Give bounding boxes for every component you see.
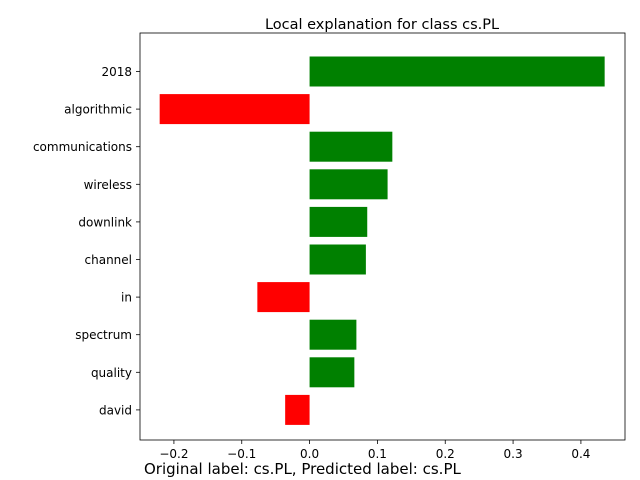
bar-downlink [309, 206, 368, 237]
y-tick-label-downlink: downlink [78, 215, 132, 229]
x-tick-label: 0.1 [368, 447, 387, 461]
x-tick-label: −0.2 [159, 447, 188, 461]
y-tick-label-algorithmic: algorithmic [64, 103, 132, 117]
bar-spectrum [309, 319, 357, 350]
y-tick-label-communications: communications [33, 140, 132, 154]
x-tick-label: 0.2 [436, 447, 455, 461]
y-tick-label-quality: quality [91, 366, 132, 380]
y-tick-label-wireless: wireless [84, 178, 132, 192]
bar-wireless [309, 169, 388, 200]
x-tick-label: 0.0 [300, 447, 319, 461]
bar-2018 [309, 56, 605, 87]
y-tick-label-channel: channel [85, 253, 132, 267]
plot-frame [139, 32, 626, 441]
bar-algorithmic [159, 94, 310, 125]
chart-title: Local explanation for class cs.PL [265, 17, 499, 33]
bar-communications [309, 131, 393, 162]
x-tick-label: 0.4 [571, 447, 590, 461]
bar-in [257, 282, 310, 313]
bar-channel [309, 244, 366, 275]
x-tick-label: −0.1 [227, 447, 256, 461]
y-tick-label-david: david [99, 403, 132, 417]
y-tick-label-spectrum: spectrum [75, 328, 132, 342]
bars-group [159, 56, 605, 425]
y-tick-label-2018: 2018 [101, 65, 132, 79]
x-tick-label: 0.3 [504, 447, 523, 461]
prediction-caption: Original label: cs.PL, Predicted label: … [144, 460, 461, 478]
axes-group: 2018 algorithmic communications wireless dow… [33, 32, 626, 461]
y-tick-label-in: in [121, 291, 132, 305]
bar-quality [309, 357, 355, 388]
bar-david [285, 394, 310, 425]
